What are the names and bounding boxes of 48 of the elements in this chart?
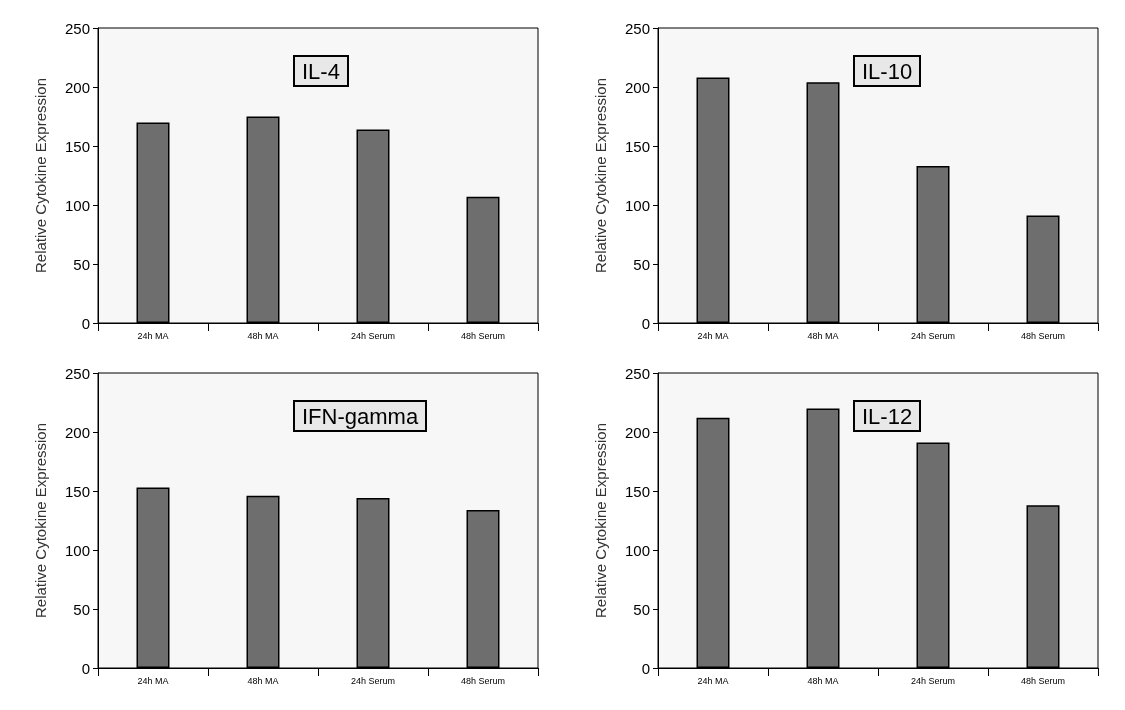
text: IL-12 — [862, 403, 913, 429]
x-tick-label: 24h MA — [137, 675, 169, 686]
x-tick-label: 48h MA — [807, 675, 839, 686]
text: IFN-gamma — [302, 403, 419, 429]
x-tick-label: 48h MA — [247, 330, 279, 341]
y-axis-title: Relative Cytokine Expression — [592, 77, 609, 274]
y-tick-label: 200 — [64, 423, 90, 441]
x-tick-label: 24h Serum — [350, 675, 396, 686]
x-tick-label: 24h Serum — [350, 330, 396, 341]
y-tick-label: 100 — [624, 196, 650, 214]
text: IL-4 — [302, 58, 340, 84]
y-tick-label: 150 — [624, 137, 650, 155]
text: IL-10 — [862, 58, 913, 84]
x-tick-label: 24h MA — [137, 330, 169, 341]
x-tick-label: 48h Serum — [1020, 330, 1066, 341]
x-tick-label: 48h MA — [247, 675, 279, 686]
y-tick-label: 250 — [624, 19, 650, 37]
x-tick-label: 48h Serum — [460, 675, 506, 686]
x-tick-label: 24h MA — [697, 330, 729, 341]
x-tick-label: 48h MA — [807, 330, 839, 341]
x-tick-label: 48h Serum — [1020, 675, 1066, 686]
y-tick-label: 250 — [64, 19, 90, 37]
y-tick-label: 50 — [633, 600, 650, 618]
y-tick-label: 150 — [624, 482, 650, 500]
y-tick-label: 100 — [624, 541, 650, 559]
y-tick-label: 200 — [624, 423, 650, 441]
x-tick-label: 24h MA — [697, 675, 729, 686]
x-tick-label: 24h Serum — [910, 330, 956, 341]
y-tick-label: 150 — [64, 482, 90, 500]
y-tick-label: 0 — [81, 314, 90, 332]
y-tick-label: 0 — [81, 659, 90, 677]
y-axis-title: Relative Cytokine Expression — [32, 77, 49, 274]
y-tick-label: 250 — [64, 364, 90, 382]
y-tick-label: 0 — [641, 659, 650, 677]
y-tick-label: 50 — [633, 255, 650, 273]
y-tick-label: 100 — [64, 541, 90, 559]
x-tick-label: 24h Serum — [910, 675, 956, 686]
y-axis-title: Relative Cytokine Expression — [32, 422, 49, 619]
y-tick-label: 0 — [641, 314, 650, 332]
y-tick-label: 50 — [73, 255, 90, 273]
y-tick-label: 150 — [64, 137, 90, 155]
y-axis-title: Relative Cytokine Expression — [592, 422, 609, 619]
y-tick-label: 50 — [73, 600, 90, 618]
y-tick-label: 200 — [64, 78, 90, 96]
y-tick-label: 200 — [624, 78, 650, 96]
y-tick-label: 100 — [64, 196, 90, 214]
x-tick-label: 48h Serum — [460, 330, 506, 341]
y-tick-label: 250 — [624, 364, 650, 382]
